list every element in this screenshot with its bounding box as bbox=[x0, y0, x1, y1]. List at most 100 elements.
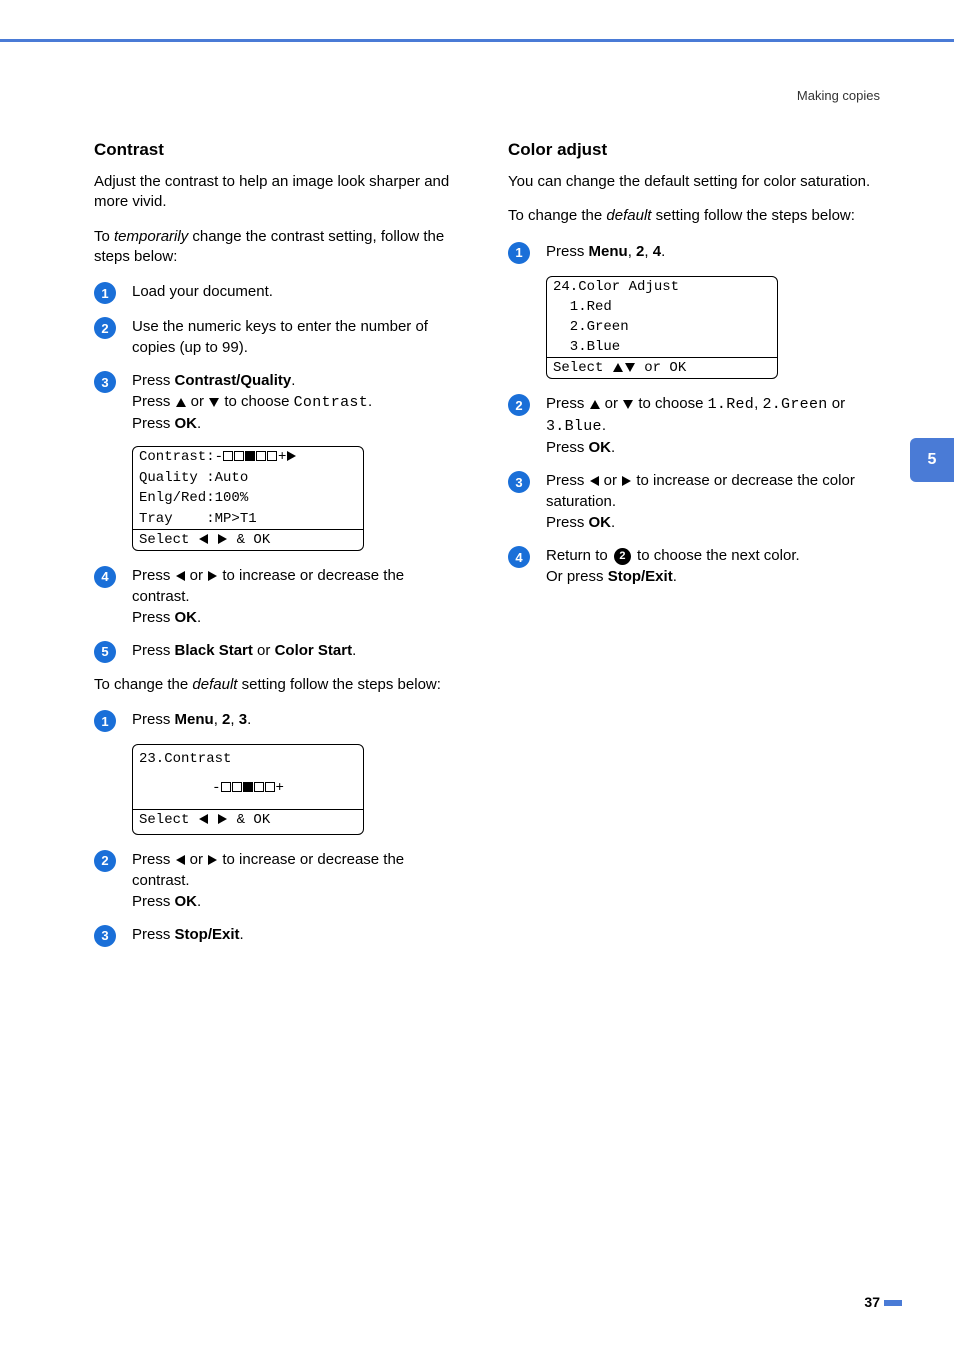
lcd-contrast-temp: Contrast:-+ Quality :Auto Enlg/Red:100% … bbox=[132, 446, 364, 551]
contrast-intro: Adjust the contrast to help an image loo… bbox=[94, 172, 460, 213]
text: Press bbox=[132, 609, 175, 626]
coloradjust-default-lead: To change the default setting follow the… bbox=[508, 206, 874, 226]
text: . bbox=[197, 609, 201, 626]
text: Press bbox=[546, 472, 589, 489]
text-bold: Menu bbox=[175, 711, 214, 728]
text: . bbox=[197, 415, 201, 432]
lcd-row: 1.Red bbox=[547, 297, 777, 317]
text: Press bbox=[132, 372, 175, 389]
text: or OK bbox=[636, 360, 686, 376]
text: or bbox=[186, 567, 208, 584]
text: To change the bbox=[508, 207, 606, 224]
text-bold: OK bbox=[589, 439, 612, 456]
text: + bbox=[276, 780, 284, 796]
text: & OK bbox=[228, 532, 270, 548]
text: or bbox=[828, 395, 846, 412]
lcd-row: 23.Contrast bbox=[133, 749, 363, 769]
text-bold: Contrast/Quality bbox=[175, 372, 292, 389]
step-badge-2: 2 bbox=[94, 317, 116, 339]
text: . bbox=[352, 642, 356, 659]
right-arrow-icon bbox=[208, 571, 217, 581]
lcd-row: Select & OK bbox=[133, 809, 363, 830]
text: setting follow the steps below: bbox=[651, 207, 854, 224]
lcd-row: Select & OK bbox=[133, 529, 363, 550]
right-arrow-icon bbox=[218, 814, 227, 824]
right-column: Color adjust You can change the default … bbox=[508, 140, 874, 959]
step-ref-2-icon: 2 bbox=[614, 548, 631, 565]
text: to choose bbox=[634, 395, 707, 412]
step-badge-1: 1 bbox=[508, 242, 530, 264]
step-body: Press or to increase or decrease the con… bbox=[132, 849, 460, 912]
text-bold: OK bbox=[175, 893, 198, 910]
step-badge-2: 2 bbox=[94, 850, 116, 872]
down-arrow-icon bbox=[209, 398, 219, 407]
step-badge-1: 1 bbox=[94, 282, 116, 304]
step-c3: 3 Press or to increase or decrease the c… bbox=[508, 470, 874, 533]
meter-icon bbox=[221, 780, 276, 798]
coloradjust-heading: Color adjust bbox=[508, 140, 874, 160]
text: Select bbox=[139, 532, 198, 548]
text-bold: OK bbox=[589, 514, 612, 531]
text-mono: Contrast bbox=[294, 394, 368, 411]
text: Press bbox=[132, 567, 175, 584]
text: , bbox=[644, 243, 652, 260]
step-badge-3: 3 bbox=[508, 471, 530, 493]
contrast-heading: Contrast bbox=[94, 140, 460, 160]
meter-icon bbox=[223, 449, 278, 467]
step-badge-4: 4 bbox=[94, 566, 116, 588]
right-arrow-icon bbox=[218, 534, 227, 544]
text: Select bbox=[553, 360, 612, 376]
text: . bbox=[673, 568, 677, 585]
up-arrow-icon bbox=[176, 398, 186, 407]
step-5: 5 Press Black Start or Color Start. bbox=[94, 640, 460, 663]
text-bold: Stop/Exit bbox=[608, 568, 673, 585]
step-body: Press or to increase or decrease the col… bbox=[546, 470, 874, 533]
step-body: Press Menu, 2, 3. bbox=[132, 709, 460, 730]
text: or bbox=[601, 395, 623, 412]
contrast-temp-lead: To temporarily change the contrast setti… bbox=[94, 227, 460, 268]
text-mono: 2.Green bbox=[762, 396, 827, 413]
lcd-row: -+ bbox=[133, 769, 363, 808]
top-rule bbox=[0, 39, 954, 42]
up-arrow-icon bbox=[590, 400, 600, 409]
left-arrow-icon bbox=[176, 855, 185, 865]
text: or bbox=[600, 472, 622, 489]
lcd-row: 24.Color Adjust bbox=[547, 277, 777, 297]
step-c2: 2 Press or to choose 1.Red, 2.Green or 3… bbox=[508, 393, 874, 458]
step-body: Press Stop/Exit. bbox=[132, 924, 460, 945]
breadcrumb: Making copies bbox=[797, 88, 880, 103]
text-bold: Stop/Exit bbox=[175, 926, 240, 943]
step-c4: 4 Return to 2 to choose the next color. … bbox=[508, 545, 874, 587]
page-number-tick bbox=[884, 1300, 902, 1306]
text: Press bbox=[132, 415, 175, 432]
step-2: 2 Use the numeric keys to enter the numb… bbox=[94, 316, 460, 358]
text: . bbox=[291, 372, 295, 389]
lcd-row: 2.Green bbox=[547, 317, 777, 337]
left-arrow-icon bbox=[590, 476, 599, 486]
text: Return to bbox=[546, 547, 612, 564]
text-bold: Black Start bbox=[175, 642, 253, 659]
step-badge-1: 1 bbox=[94, 710, 116, 732]
step-d3: 3 Press Stop/Exit. bbox=[94, 924, 460, 947]
text: Press bbox=[546, 514, 589, 531]
text-mono: 1.Red bbox=[708, 396, 755, 413]
page-number: 37 bbox=[864, 1294, 880, 1310]
step-body: Press Contrast/Quality. Press or to choo… bbox=[132, 370, 460, 434]
left-column: Contrast Adjust the contrast to help an … bbox=[94, 140, 460, 959]
lcd-row: Select or OK bbox=[547, 357, 777, 378]
step-body: Load your document. bbox=[132, 281, 460, 302]
page-content: Contrast Adjust the contrast to help an … bbox=[94, 140, 874, 959]
text: Press bbox=[546, 439, 589, 456]
text: To change the bbox=[94, 676, 192, 693]
text: Press bbox=[546, 395, 589, 412]
text: , bbox=[214, 711, 222, 728]
text: . bbox=[247, 711, 251, 728]
text-em: default bbox=[606, 207, 651, 224]
text: , bbox=[230, 711, 238, 728]
text: or bbox=[187, 393, 209, 410]
step-badge-2: 2 bbox=[508, 394, 530, 416]
step-1: 1 Load your document. bbox=[94, 281, 460, 304]
text: setting follow the steps below: bbox=[237, 676, 440, 693]
right-arrow-icon bbox=[208, 855, 217, 865]
coloradjust-intro: You can change the default setting for c… bbox=[508, 172, 874, 192]
